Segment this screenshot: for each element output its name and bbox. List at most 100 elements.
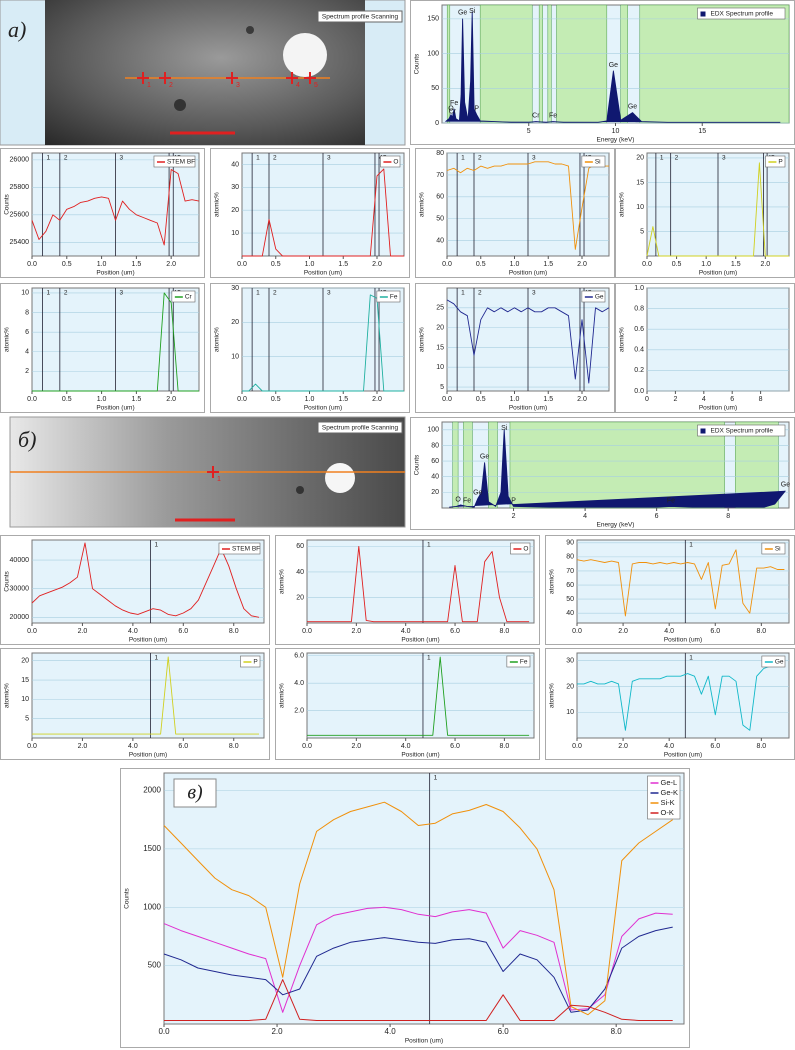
y-tick-label: 20 — [636, 155, 644, 162]
x-tick-label: 2.0 — [166, 396, 176, 403]
legend-label: STEM BF — [232, 546, 260, 553]
series-line — [32, 656, 259, 735]
y-axis-label: atomic% — [4, 327, 11, 352]
x-axis-label: Position (um) — [96, 270, 134, 277]
x-tick-label: 8.0 — [611, 1027, 623, 1036]
x-tick-label: 2.0 — [78, 628, 88, 635]
x-tick-label: 2.0 — [271, 1027, 283, 1036]
x-tick-label: 0.5 — [62, 261, 72, 268]
roi-region — [463, 421, 473, 509]
chart-panel: 500 1000 1500 2000 0.0 2.0 4.0 6.0 8.0 Position (… — [120, 768, 690, 1048]
legend-box — [506, 655, 531, 668]
y-axis-label: atomic% — [419, 327, 426, 352]
y-tick-label: 80 — [566, 554, 574, 561]
y-tick-label: 0.8 — [634, 305, 644, 312]
x-tick-label: 2.0 — [577, 261, 587, 268]
y-tick-label: 6.0 — [294, 653, 304, 660]
position-marker-label: 1 — [434, 775, 438, 782]
plot-area — [31, 652, 265, 739]
y-tick-label: 20 — [566, 683, 574, 690]
peak-label: Ge — [628, 103, 637, 110]
position-marker-label: 1 — [461, 155, 465, 162]
x-axis-label: Position (um) — [664, 752, 702, 759]
y-tick-label: 0.2 — [634, 367, 644, 374]
legend-label: Si — [775, 546, 781, 553]
y-tick-label: 40000 — [10, 557, 30, 564]
particle — [174, 99, 186, 111]
peak-label: Ge — [781, 482, 790, 489]
roi-region — [479, 4, 533, 124]
x-tick-label: 1.5 — [543, 396, 553, 403]
position-marker-label: 1 — [689, 655, 693, 662]
legend-label: EDX Spectrum profile — [711, 428, 774, 435]
peak-label: Fe — [450, 100, 458, 107]
y-tick-label: 500 — [148, 961, 162, 970]
x-tick-label: 1.0 — [97, 396, 107, 403]
legend-label: Ge — [775, 659, 784, 666]
position-marker-label: 2 — [478, 155, 482, 162]
x-tick-label: 2.0 — [351, 628, 361, 635]
legend-label: Ge-K — [661, 788, 679, 797]
y-tick-label: 90 — [566, 540, 574, 547]
position-marker-label: 1 — [155, 655, 159, 662]
marker-label: 4 — [296, 82, 300, 89]
y-tick-label: 10 — [21, 290, 29, 297]
peak-label: Ge — [458, 10, 467, 17]
position-marker-label: 1 — [427, 655, 431, 662]
x-tick-label: 1.0 — [510, 396, 520, 403]
y-axis-label: Counts — [124, 887, 131, 908]
series-line — [646, 162, 789, 257]
y-axis-label: atomic% — [279, 569, 286, 594]
x-axis-label: Position (um) — [405, 1038, 443, 1045]
y-tick-label: 25400 — [10, 239, 30, 246]
x-axis-label: Position (um) — [129, 637, 167, 644]
position-marker-label: 3 — [327, 155, 331, 162]
y-axis-label: atomic% — [549, 683, 556, 708]
x-axis-label: Energy (keV) — [597, 522, 635, 529]
series-line — [31, 169, 200, 246]
position-marker-label: 3 — [327, 290, 331, 297]
micrograph-b: Spectrum profile Scanning б) 1 — [9, 416, 406, 528]
chart-panel: 2.0 4.0 6.0 0.0 2.0 4.0 6.0 8.0 Position (um) ato… — [275, 648, 540, 760]
panel-label: в) — [187, 782, 203, 804]
x-tick-label: 0.0 — [642, 261, 652, 268]
chart-panel: 20000 30000 40000 0.0 2.0 4.0 6.0 8.0 Position (… — [0, 535, 270, 645]
chart-panel: 5 10 15 20 0.0 0.5 1.0 1.5 2.0 Position (um) atomi… — [615, 148, 795, 278]
y-tick-label: 25800 — [10, 184, 30, 191]
x-tick-label: 0.0 — [27, 261, 37, 268]
marker-crosses — [137, 72, 316, 84]
y-tick-label: 4.0 — [294, 680, 304, 687]
x-axis-label: Energy (keV) — [597, 137, 635, 144]
position-marker-label: 1 — [660, 155, 664, 162]
x-tick-label: 8.0 — [229, 743, 239, 750]
y-tick-label: 10 — [566, 709, 574, 716]
roi-region — [509, 421, 725, 509]
y-tick-label: 15 — [436, 344, 444, 351]
y-tick-label: 40 — [566, 610, 574, 617]
x-tick-label: 2.0 — [372, 396, 382, 403]
y-tick-label: 10 — [636, 204, 644, 211]
position-marker-label: 3 — [722, 155, 726, 162]
y-axis-label: atomic% — [214, 327, 221, 352]
series-line — [307, 545, 530, 623]
y-tick-label: 5 — [440, 384, 444, 391]
roi-region — [538, 4, 543, 124]
x-tick-label: 8 — [726, 513, 730, 520]
x-tick-label: 6.0 — [450, 628, 460, 635]
legend-label: STEM BF — [167, 159, 195, 166]
y-tick-label: 100 — [427, 427, 439, 434]
x-tick-label: 0.0 — [27, 396, 37, 403]
x-tick-label: 1.0 — [305, 261, 315, 268]
x-tick-label: 0.0 — [442, 261, 452, 268]
y-tick-label: 60 — [296, 543, 304, 550]
y-axis-label: Counts — [4, 570, 11, 591]
y-tick-label: 40 — [231, 161, 239, 168]
y-axis-label: Counts — [4, 193, 11, 214]
position-marker-label: 3 — [120, 155, 124, 162]
y-axis-label: atomic% — [214, 192, 221, 217]
chart-panel: 5 10 15 20 25 0.0 0.5 1.0 1.5 2.0 Position (um) ato… — [415, 283, 615, 413]
x-tick-label: 1.5 — [731, 261, 741, 268]
position-marker-label: 2 — [273, 290, 277, 297]
roi-region — [556, 4, 608, 124]
peak-label: Fe — [549, 112, 557, 119]
